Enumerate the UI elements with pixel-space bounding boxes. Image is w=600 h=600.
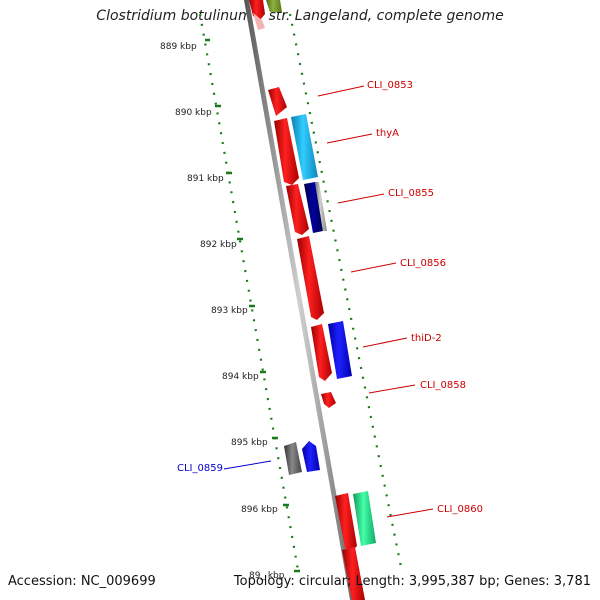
- page-title: Clostridium botulinum F str. Langeland, …: [96, 8, 504, 24]
- callout-lines: [223, 85, 434, 518]
- gene-arrow-forward: [311, 324, 332, 381]
- gene-arrow-forward: [297, 236, 324, 320]
- gene-label: CLI_0855: [388, 188, 434, 199]
- tick-label: 896 kbp: [241, 505, 278, 515]
- tick-label: 891 kbp: [187, 174, 224, 184]
- tick-labels: 889 kbp 890 kbp 891 kbp 892 kbp 893 kbp …: [160, 42, 285, 581]
- tick-label: 89_ kbp: [249, 571, 285, 581]
- gene-label: thyA: [376, 128, 399, 139]
- gene-arrow: [315, 182, 327, 231]
- gene-arrow-forward: [342, 547, 365, 600]
- gene-arrow-thyA: [291, 114, 318, 180]
- tick-label: 892 kbp: [200, 240, 237, 250]
- tick-marks: [205, 38, 300, 573]
- gene-arrow-forward: [268, 87, 287, 116]
- gene-arrow: [249, 0, 265, 20]
- accession-text: Accession: NC_009699: [8, 574, 156, 589]
- tick-label: 890 kbp: [175, 108, 212, 118]
- tick-label: 893 kbp: [211, 306, 248, 316]
- topology-text: Topology: circular; Length: 3,995,387 bp…: [233, 574, 591, 589]
- gene-label: CLI_0856: [400, 258, 446, 269]
- gene-label: CLI_0859: [177, 463, 223, 474]
- gene-label: CLI_0853: [367, 80, 413, 91]
- gene-labels: CLI_0853 thyA CLI_0855 CLI_0856 thiD-2 C…: [177, 80, 483, 515]
- gene-arrow: [266, 0, 282, 12]
- genome-backbone: [244, 0, 355, 600]
- gene-arrow-forward: [286, 184, 309, 235]
- tick-label: 895 kbp: [231, 438, 268, 448]
- gene-arrow: [302, 441, 320, 472]
- gene-label: CLI_0860: [437, 504, 483, 515]
- gene-arrow-thiD: [328, 321, 352, 379]
- gene-arrow-forward: [274, 118, 299, 185]
- inner-dotted-ring: [198, 13, 300, 571]
- gene-label: CLI_0858: [420, 380, 466, 391]
- gene-arrow: [304, 182, 323, 233]
- gene-label: thiD-2: [411, 333, 442, 344]
- tick-label: 894 kbp: [222, 372, 259, 382]
- gene-arrow: [253, 13, 265, 30]
- gene-arrow-CLI-0859: [284, 442, 302, 475]
- gene-arrow-forward: [335, 493, 357, 552]
- gene-arrow-forward: [321, 392, 336, 408]
- tick-label: 889 kbp: [160, 42, 197, 52]
- gene-arrow: [353, 491, 376, 546]
